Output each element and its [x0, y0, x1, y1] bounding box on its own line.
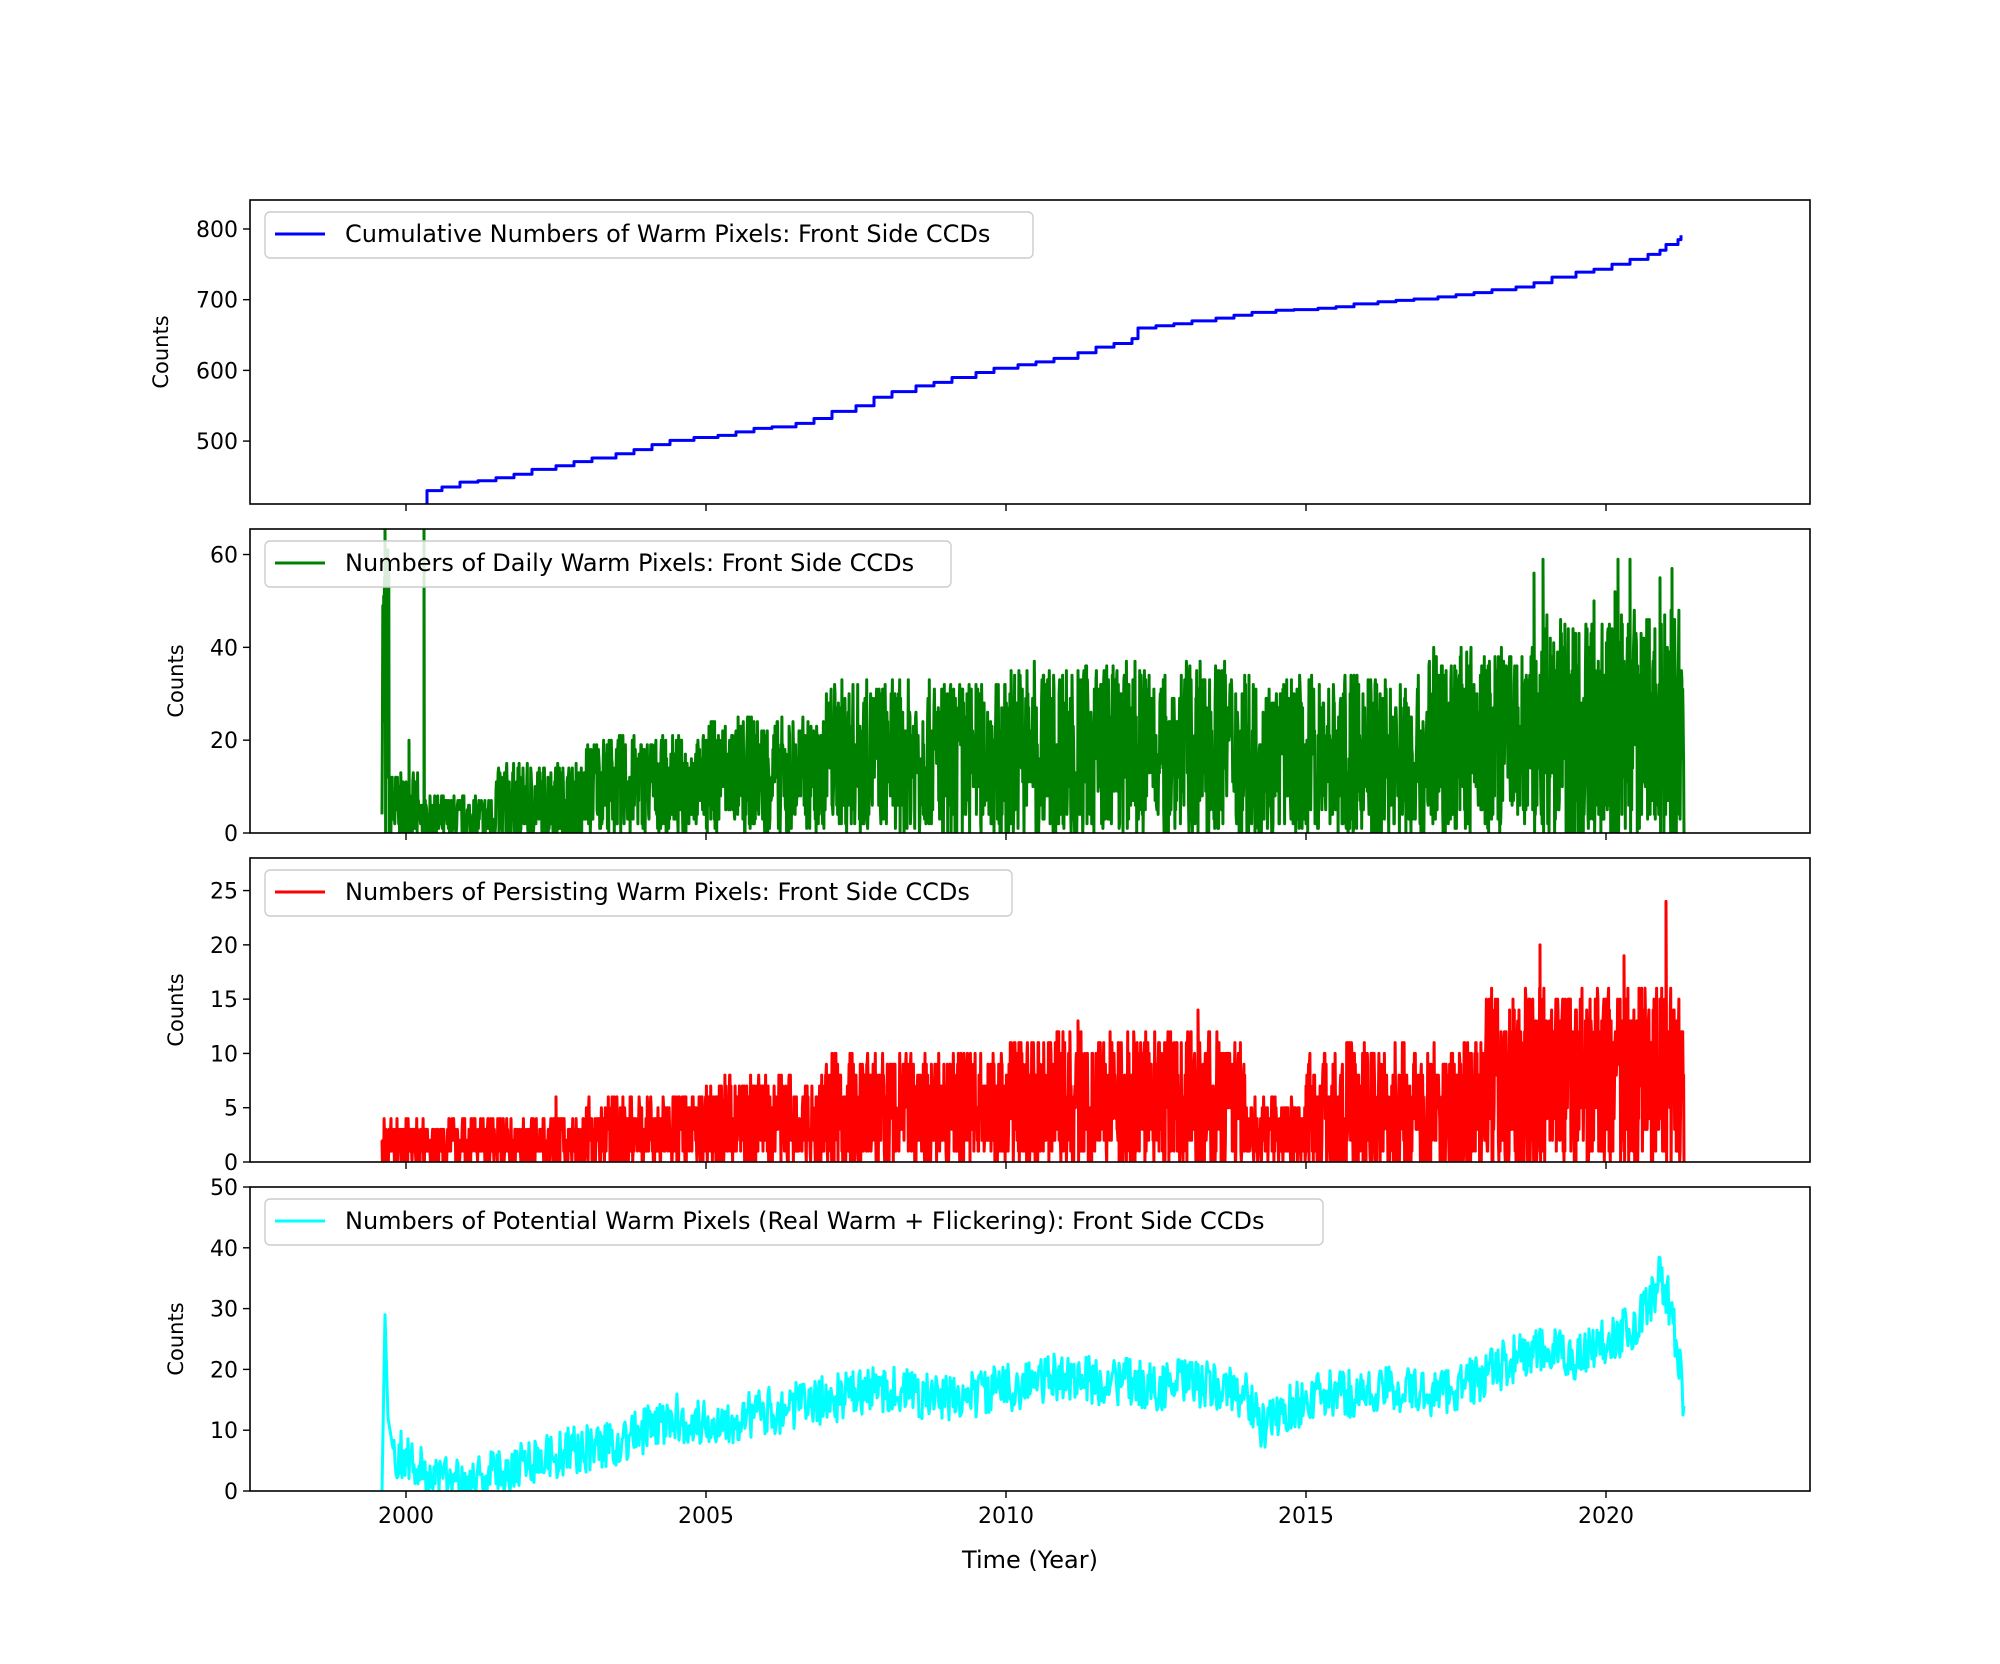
y-tick-label: 15: [210, 988, 238, 1013]
persisting-plot-area: [380, 899, 1686, 1162]
potential-plot-area: [380, 1255, 1686, 1491]
persisting-x-ticks: [405, 1162, 1607, 1169]
y-tick-label: 25: [210, 880, 238, 905]
daily-plot-area: [380, 529, 1686, 833]
x-tick-label: 2020: [1578, 1504, 1634, 1529]
y-tick-label: 500: [196, 430, 238, 455]
potential-y-axis-label: Counts: [164, 1302, 188, 1375]
y-tick-label: 10: [210, 1419, 238, 1444]
daily-legend-box: [264, 540, 952, 588]
x-axis-label: Time (Year): [961, 1546, 1098, 1574]
y-tick-label: 700: [196, 289, 238, 314]
cumulative-y-axis-label: Counts: [149, 315, 173, 388]
y-tick-label: 40: [210, 636, 238, 661]
y-tick-label: 50: [210, 1176, 238, 1201]
persisting-legend-box: [264, 869, 1013, 917]
y-tick-label: 0: [224, 1151, 238, 1176]
x-tick-label: 2015: [1278, 1504, 1334, 1529]
cumulative-y-ticks: 500 600 700 800: [196, 218, 250, 455]
y-tick-label: 30: [210, 1298, 238, 1323]
potential-axes-frame: [249, 1186, 1811, 1492]
daily-y-axis-label: Counts: [164, 644, 188, 717]
daily-legend: Numbers of Daily Warm Pixels: Front Side…: [264, 540, 952, 588]
potential-x-ticks: 2000 2005 2010 2015 2020: [378, 1491, 1634, 1529]
cumulative-legend-box: [264, 211, 1034, 259]
y-tick-label: 10: [210, 1042, 238, 1067]
cumulative-axes-frame: [249, 199, 1811, 505]
persisting-y-axis-label: Counts: [164, 973, 188, 1046]
x-tick-label: 2000: [378, 1504, 434, 1529]
y-tick-label: 20: [210, 934, 238, 959]
y-tick-label: 5: [224, 1097, 238, 1122]
daily-x-ticks: [405, 833, 1607, 840]
potential-legend-box: [264, 1198, 1324, 1246]
y-tick-label: 40: [210, 1237, 238, 1262]
potential-y-ticks: 0 10 20 30 40 50: [210, 1176, 250, 1505]
y-tick-label: 800: [196, 218, 238, 243]
persisting-y-ticks: 0 5 10 15 20 25: [210, 880, 250, 1176]
y-tick-label: 0: [224, 1480, 238, 1505]
cumulative-plot-area: [424, 235, 1683, 504]
y-tick-label: 20: [210, 1358, 238, 1383]
persisting-axes-frame: [249, 857, 1811, 1163]
potential-series-line: [380, 1255, 1686, 1491]
panel-cumulative: 500 600 700 800 Counts Cumulative Numbers o…: [149, 199, 1811, 511]
cumulative-legend: Cumulative Numbers of Warm Pixels: Front…: [264, 211, 1034, 259]
potential-legend-label: Numbers of Potential Warm Pixels (Real W…: [345, 1207, 1264, 1235]
x-tick-label: 2010: [978, 1504, 1034, 1529]
daily-axes-frame: [249, 528, 1811, 834]
y-tick-label: 60: [210, 544, 238, 569]
panel-daily: 0 20 40 60 Counts Numbers of Daily Warm Pix…: [164, 528, 1811, 847]
cumulative-series-line: [424, 235, 1683, 504]
persisting-legend: Numbers of Persisting Warm Pixels: Front…: [264, 869, 1013, 917]
daily-legend-label: Numbers of Daily Warm Pixels: Front Side…: [345, 549, 914, 577]
y-tick-label: 20: [210, 729, 238, 754]
y-tick-label: 600: [196, 359, 238, 384]
potential-legend: Numbers of Potential Warm Pixels (Real W…: [264, 1198, 1324, 1246]
persisting-series-line: [380, 899, 1686, 1162]
persisting-legend-label: Numbers of Persisting Warm Pixels: Front…: [345, 878, 970, 906]
y-tick-label: 0: [224, 822, 238, 847]
daily-y-ticks: 0 20 40 60: [210, 544, 250, 847]
panel-persisting: 0 5 10 15 20 25 Counts Numbers of Persisting …: [164, 857, 1811, 1176]
daily-series-line: [380, 529, 1686, 833]
cumulative-legend-label: Cumulative Numbers of Warm Pixels: Front…: [345, 220, 990, 248]
cumulative-x-ticks: [405, 504, 1607, 511]
x-tick-label: 2005: [678, 1504, 734, 1529]
